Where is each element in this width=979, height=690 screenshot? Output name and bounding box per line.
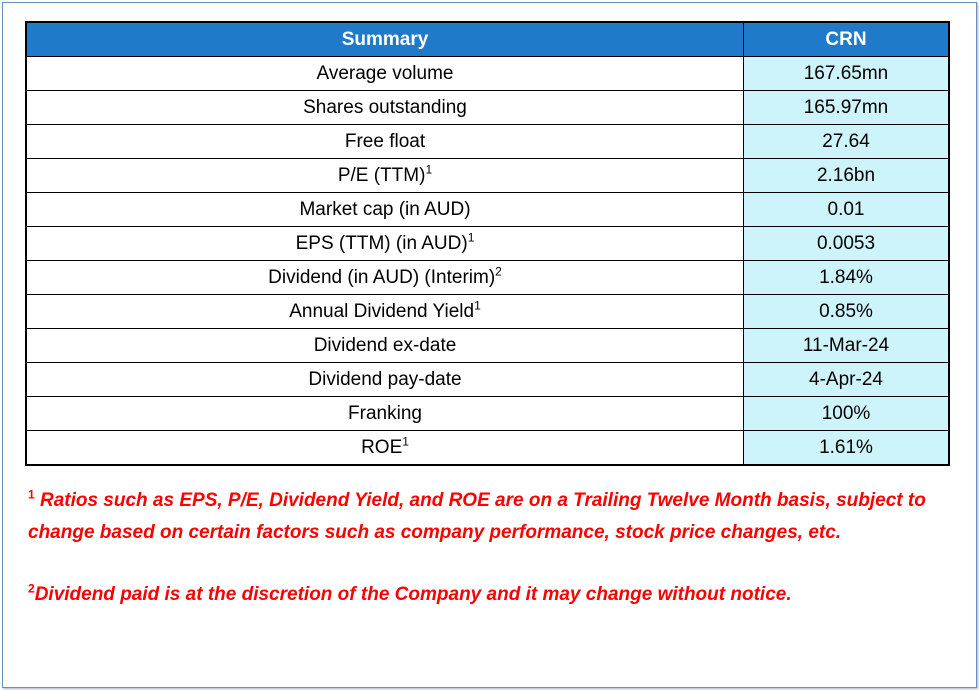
table-row: Free float 27.64 (25, 124, 950, 159)
table-row: Average volume 167.65mn (25, 56, 950, 91)
row-value: 27.64 (743, 124, 950, 159)
row-label: Average volume (25, 56, 744, 91)
row-label-text: P/E (TTM) (337, 164, 426, 186)
row-label-text: Dividend ex-date (313, 334, 457, 356)
row-label: Market cap (in AUD) (25, 192, 744, 227)
footnotes: 1 Ratios such as EPS, P/E, Dividend Yiel… (28, 485, 958, 611)
row-value: 167.65mn (743, 56, 950, 91)
table-row: ROE1 1.61% (25, 430, 950, 466)
table-row: P/E (TTM)1 2.16bn (25, 158, 950, 193)
table-row: Franking 100% (25, 396, 950, 431)
row-label: Shares outstanding (25, 90, 744, 125)
row-label: P/E (TTM)1 (25, 158, 744, 193)
footnote-reference: 1 (402, 434, 409, 449)
footnote-text: Dividend paid is at the discretion of th… (34, 584, 792, 605)
footnote-reference: 1 (474, 298, 481, 313)
row-label-text: Free float (344, 130, 426, 152)
row-value: 2.16bn (743, 158, 950, 193)
row-label-text: Dividend (in AUD) (Interim) (268, 266, 496, 288)
row-label-text: Shares outstanding (303, 96, 467, 118)
row-label: Dividend (in AUD) (Interim)2 (25, 260, 744, 295)
table-row: EPS (TTM) (in AUD)1 0.0053 (25, 226, 950, 261)
footnote-2: 2Dividend paid is at the discretion of t… (28, 579, 958, 611)
table-row: Market cap (in AUD) 0.01 (25, 192, 950, 227)
footnote-marker: 2 (28, 581, 35, 596)
footnote-marker: 1 (28, 487, 35, 502)
footnote-1: 1 Ratios such as EPS, P/E, Dividend Yiel… (28, 485, 958, 549)
row-label: Franking (25, 396, 744, 431)
row-value: 1.84% (743, 260, 950, 295)
table-row: Shares outstanding 165.97mn (25, 90, 950, 125)
row-label-text: Annual Dividend Yield (289, 300, 475, 322)
header-summary: Summary (25, 21, 744, 57)
table-header-row: Summary CRN (25, 21, 950, 57)
row-label: ROE1 (25, 430, 744, 466)
row-label-text: Market cap (in AUD) (299, 198, 471, 220)
row-value: 0.01 (743, 192, 950, 227)
row-value: 165.97mn (743, 90, 950, 125)
footnote-text: Ratios such as EPS, P/E, Dividend Yield,… (28, 490, 926, 543)
summary-table: Summary CRN Average volume 167.65mn Shares… (25, 21, 950, 466)
row-label: Annual Dividend Yield1 (25, 294, 744, 329)
table-row: Dividend ex-date 11-Mar-24 (25, 328, 950, 363)
row-label-text: Average volume (316, 62, 454, 84)
row-label-text: Dividend pay-date (308, 368, 462, 390)
row-value: 4-Apr-24 (743, 362, 950, 397)
header-ticker: CRN (743, 21, 950, 57)
row-value: 0.85% (743, 294, 950, 329)
row-value: 0.0053 (743, 226, 950, 261)
table-row: Dividend pay-date 4-Apr-24 (25, 362, 950, 397)
row-value: 1.61% (743, 430, 950, 466)
footnote-reference: 2 (495, 264, 502, 279)
table-row: Dividend (in AUD) (Interim)2 1.84% (25, 260, 950, 295)
row-label: Dividend ex-date (25, 328, 744, 363)
table-row: Annual Dividend Yield1 0.85% (25, 294, 950, 329)
row-value: 11-Mar-24 (743, 328, 950, 363)
row-label-text: EPS (TTM) (in AUD) (295, 232, 468, 254)
footnote-reference: 1 (425, 162, 433, 177)
row-label-text: ROE (361, 436, 403, 458)
row-label-text: Franking (348, 402, 422, 424)
table-body: Average volume 167.65mn Shares outstanding… (25, 56, 950, 466)
row-label: EPS (TTM) (in AUD)1 (25, 226, 744, 261)
footnote-reference: 1 (467, 230, 475, 245)
row-value: 100% (743, 396, 950, 431)
row-label: Free float (25, 124, 744, 159)
row-label: Dividend pay-date (25, 362, 744, 397)
